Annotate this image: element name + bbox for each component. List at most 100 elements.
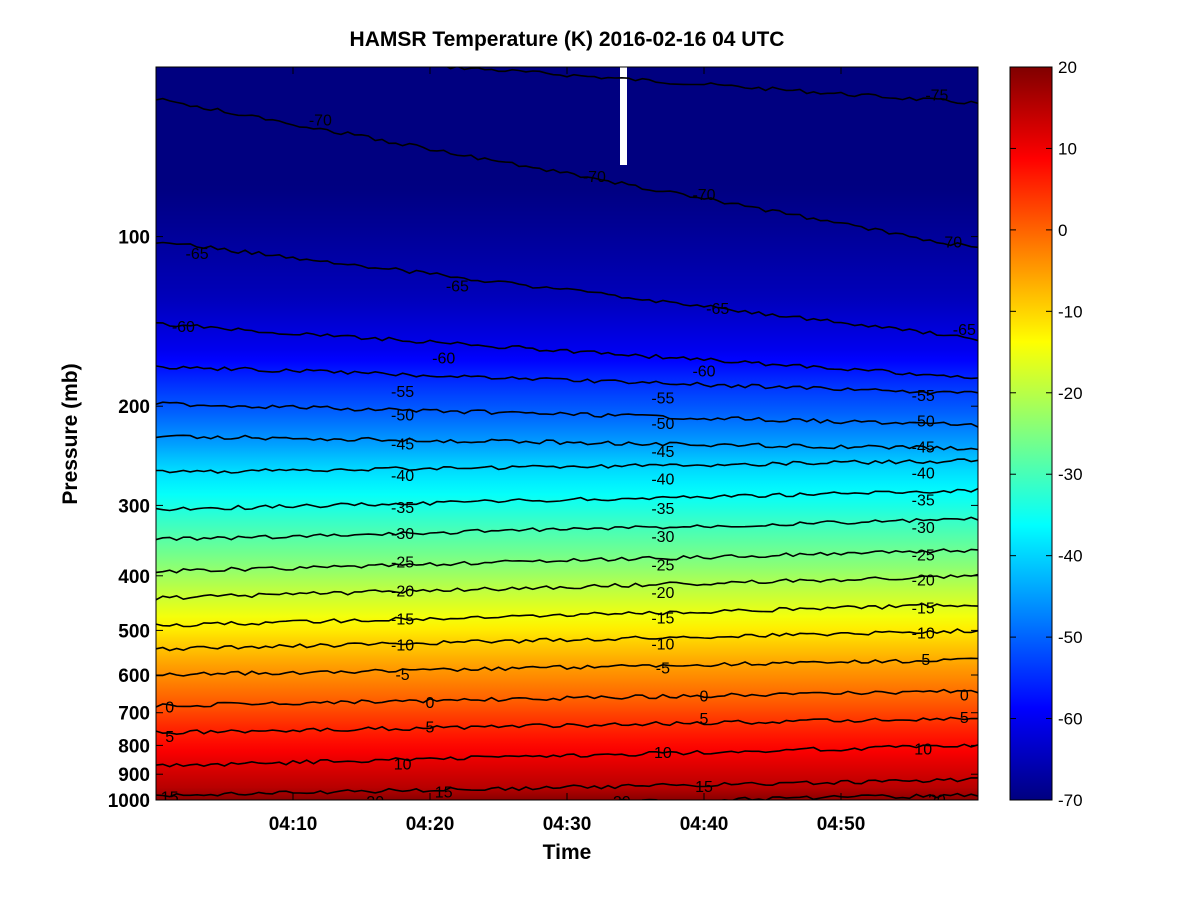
contour-label: 15 <box>161 789 179 806</box>
contour-label: -70 <box>583 169 606 186</box>
contour-label: 10 <box>394 757 412 774</box>
contour-label: 15 <box>695 779 713 796</box>
plot-area: -75-70-70-70-70-65-65-65-65-60-60-60-55-… <box>155 66 979 811</box>
colorbar: 20 10 0 -10 -20 -30 -40 -50 -60 -70 <box>1009 58 1083 810</box>
y-tick-label: 400 <box>118 567 150 588</box>
contour-line <box>156 516 978 541</box>
contour-line <box>156 688 978 708</box>
contour-label: -45 <box>391 437 414 454</box>
contour-line <box>156 458 978 474</box>
y-tick-label: 300 <box>118 496 150 517</box>
contour-line <box>156 322 978 380</box>
contour-label: -65 <box>186 246 209 263</box>
contour-line <box>156 657 978 677</box>
contour-label: -30 <box>651 529 674 546</box>
contour-label: -35 <box>651 501 674 518</box>
contour-label: -20 <box>651 585 674 602</box>
contour-label: -70 <box>939 234 962 251</box>
colorbar-tick-label: 20 <box>1058 58 1077 77</box>
contour-label: -20 <box>391 584 414 601</box>
contour-label: -55 <box>651 391 674 408</box>
contour-label: -5 <box>916 652 930 669</box>
y-tick-label: 800 <box>118 736 150 757</box>
contour-label: -50 <box>651 416 674 433</box>
heatmap-field <box>156 67 978 800</box>
contour-label: -20 <box>912 572 935 589</box>
y-tick-label: 700 <box>118 704 150 725</box>
contour-label: -60 <box>172 319 195 336</box>
chart-title: HAMSR Temperature (K) 2016-02-16 04 UTC <box>350 28 785 51</box>
contour-label: -5 <box>656 661 670 678</box>
x-tick-label: 04:20 <box>406 814 455 835</box>
contour-line <box>446 67 978 105</box>
colorbar-tick-label: -30 <box>1058 465 1083 484</box>
contour-line <box>156 548 978 574</box>
contour-line <box>156 777 978 798</box>
contour-label: -50 <box>912 414 935 431</box>
colorbar-tick-label: -70 <box>1058 791 1083 810</box>
contour-label: 0 <box>960 688 969 705</box>
contour-label: -25 <box>912 548 935 565</box>
colorbar-tick-label: 10 <box>1058 139 1077 158</box>
contour-label: -30 <box>391 526 414 543</box>
contour-label: -50 <box>391 408 414 425</box>
contour-label: -15 <box>391 611 414 628</box>
contour-label: 10 <box>654 745 672 762</box>
contour-line <box>156 573 978 601</box>
contour-label: -75 <box>925 88 948 105</box>
colorbar-tick-label: 0 <box>1058 221 1067 240</box>
contour-line <box>156 743 978 768</box>
contour-label: -70 <box>692 187 715 204</box>
contour-label: -40 <box>912 465 935 482</box>
contour-label: 15 <box>435 784 453 801</box>
contour-line <box>156 97 978 249</box>
x-axis-ticks: 04:10 04:20 04:30 04:40 04:50 <box>269 67 866 835</box>
contour-label: -10 <box>912 625 935 642</box>
x-tick-label: 04:50 <box>817 814 866 835</box>
missing-data-strip <box>620 67 627 165</box>
contour-layer: -75-70-70-70-70-65-65-65-65-60-60-60-55-… <box>156 67 978 811</box>
contour-label: 5 <box>700 711 709 728</box>
y-tick-label: 500 <box>118 621 150 642</box>
y-tick-label: 200 <box>118 397 150 418</box>
contour-label: -70 <box>309 113 332 130</box>
x-tick-label: 04:30 <box>543 814 592 835</box>
colorbar-tick-label: -60 <box>1058 710 1083 729</box>
y-tick-label: 100 <box>118 228 150 249</box>
contour-line <box>156 401 978 428</box>
contour-label: 0 <box>700 688 709 705</box>
contour-line <box>156 365 978 395</box>
contour-label: -40 <box>651 472 674 489</box>
contour-line <box>156 241 978 342</box>
contour-label: -45 <box>912 440 935 457</box>
y-tick-label: 1000 <box>108 791 150 812</box>
contour-label: -25 <box>651 558 674 575</box>
contour-line <box>156 487 978 512</box>
x-tick-label: 04:40 <box>680 814 729 835</box>
contour-label: -25 <box>391 554 414 571</box>
y-tick-label: 900 <box>118 765 150 786</box>
contour-label: -40 <box>391 468 414 485</box>
colorbar-tick-label: -10 <box>1058 302 1083 321</box>
contour-label: -10 <box>651 636 674 653</box>
contour-line <box>156 628 978 652</box>
contour-label: 5 <box>960 710 969 727</box>
contour-label: -35 <box>391 500 414 517</box>
contour-label: 20 <box>613 794 631 811</box>
contour-label: -15 <box>651 610 674 627</box>
colorbar-tick-label: -50 <box>1058 628 1083 647</box>
colorbar-tick-label: -40 <box>1058 547 1083 566</box>
contour-label: -5 <box>395 667 409 684</box>
contour-label: -15 <box>912 600 935 617</box>
colorbar-gradient <box>1009 66 1053 801</box>
y-axis-label: Pressure (mb) <box>59 363 82 504</box>
contour-label: -45 <box>651 444 674 461</box>
contour-label: -65 <box>953 322 976 339</box>
contour-line <box>156 434 978 451</box>
x-axis-label: Time <box>543 841 592 864</box>
x-tick-label: 04:10 <box>269 814 318 835</box>
contour-label: -60 <box>432 351 455 368</box>
contour-label: -65 <box>706 301 729 318</box>
